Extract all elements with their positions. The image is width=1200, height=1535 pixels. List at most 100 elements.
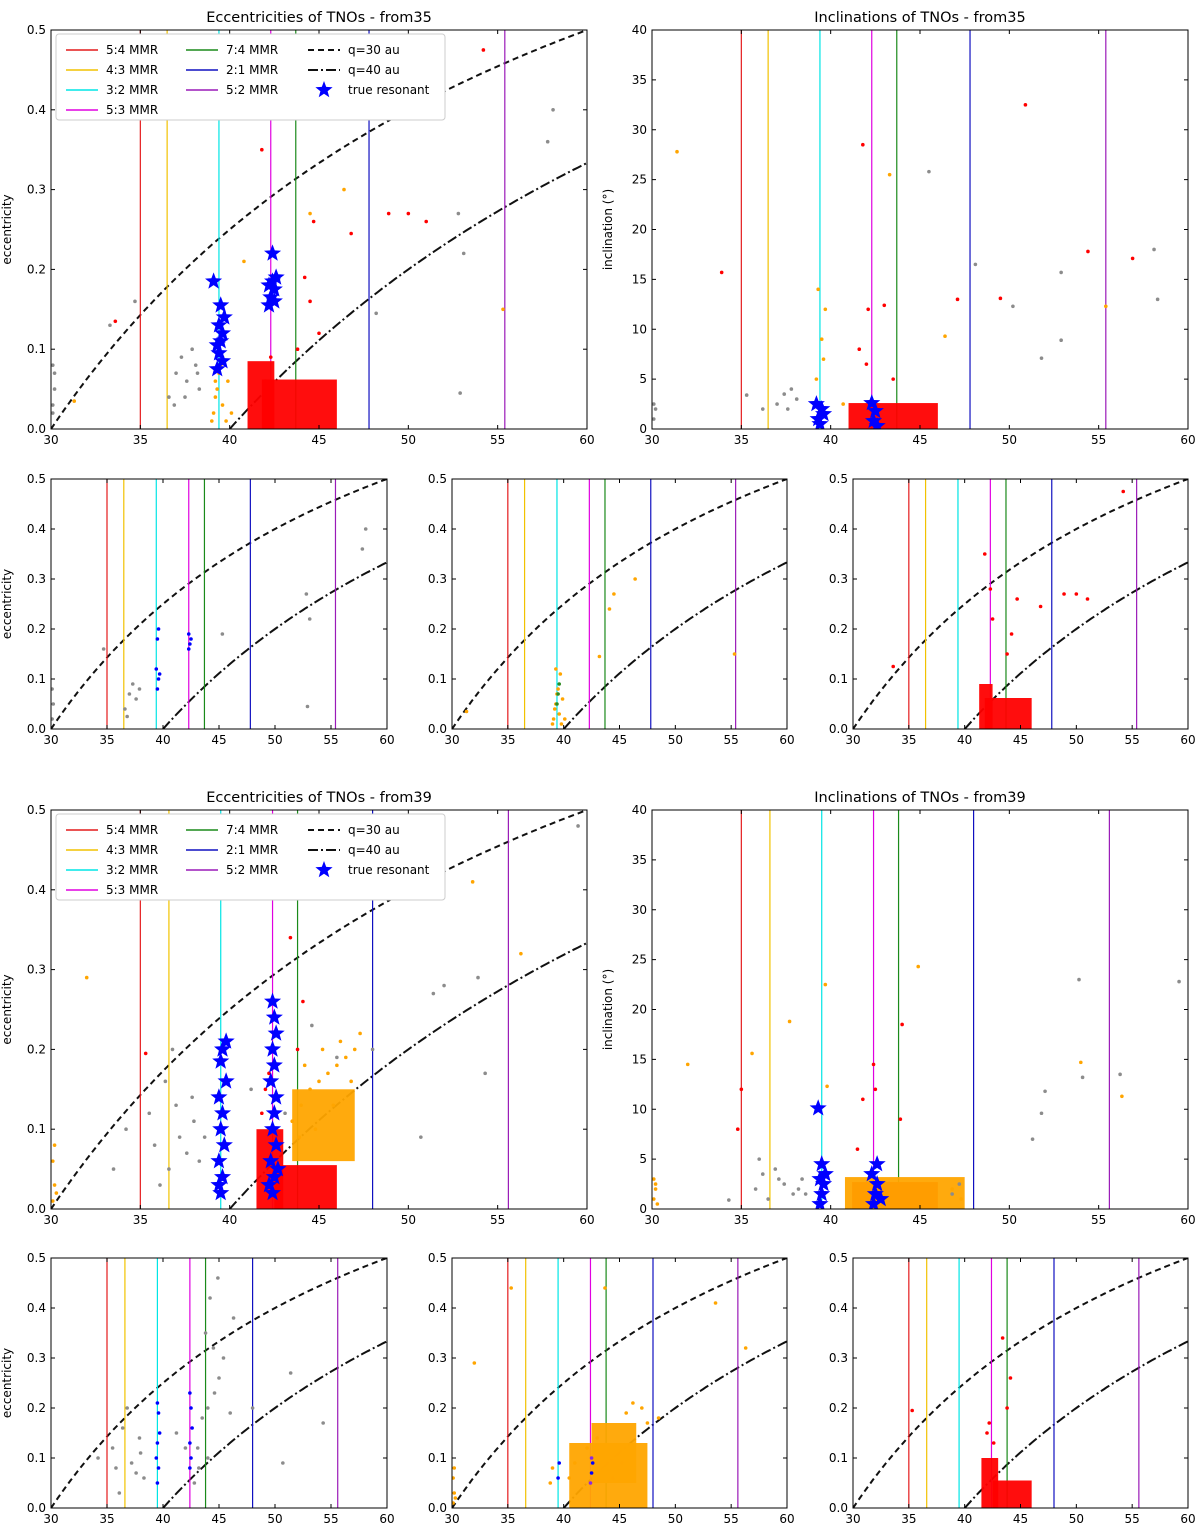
scatter-point xyxy=(1059,338,1063,343)
scatter-point xyxy=(603,1286,607,1290)
q40-curve xyxy=(963,1340,1188,1508)
y-tick-label: 0.4 xyxy=(27,103,46,117)
x-tick-label: 50 xyxy=(401,1213,416,1227)
y-tick-label: 0.2 xyxy=(27,262,46,276)
scatter-point xyxy=(555,702,559,706)
scatter-point xyxy=(1130,256,1135,261)
scatter-point xyxy=(208,1296,212,1300)
scatter-point xyxy=(188,1391,192,1395)
scatter-point xyxy=(988,587,993,591)
scatter-point xyxy=(228,1411,232,1415)
chart-ecc35_b: 30 35 40 45 50 55 60 0.0 0.1 0.2 0.3 0.4 0.5 xyxy=(428,472,795,747)
scatter-point xyxy=(1155,297,1160,302)
x-tick-label: 35 xyxy=(901,1512,916,1526)
scatter-point xyxy=(816,287,820,292)
x-tick-label: 30 xyxy=(644,433,659,447)
scatter-point xyxy=(713,1301,718,1305)
scatter-point xyxy=(155,1441,160,1445)
y-tick-label: 0.1 xyxy=(428,672,447,686)
scatter-point xyxy=(887,172,892,177)
y-tick-label: 0.5 xyxy=(428,1251,447,1265)
resonant-star xyxy=(264,1120,282,1137)
scatter-point xyxy=(645,1421,650,1425)
scatter-point xyxy=(177,1135,182,1139)
scatter-point xyxy=(557,712,561,716)
chart-ecc39_c: 30 35 40 45 50 55 60 0.0 0.1 0.2 0.3 0.4 0.5 xyxy=(829,1251,1196,1526)
scatter-point xyxy=(431,991,436,996)
resonant-star xyxy=(813,1185,831,1202)
dense-cluster xyxy=(292,1089,355,1162)
legend-label: 2:1 MMR xyxy=(226,843,278,857)
scatter-point xyxy=(54,1191,59,1195)
resonant-star xyxy=(866,402,884,419)
scatter-point xyxy=(458,391,462,395)
scatter-point xyxy=(590,1461,595,1465)
scatter-point xyxy=(250,1406,255,1410)
scatter-point xyxy=(242,259,246,264)
y-tick-label: 25 xyxy=(632,953,647,967)
scatter-point xyxy=(224,419,228,423)
scatter-point xyxy=(370,1047,375,1052)
scatter-point xyxy=(189,1406,193,1410)
scatter-point xyxy=(156,1466,161,1470)
scatter-point xyxy=(782,392,787,396)
scatter-point xyxy=(861,1097,865,1102)
chart-title: Inclinations of TNOs - from35 xyxy=(814,10,1025,26)
scatter-point xyxy=(156,627,161,631)
y-tick-label: 0.1 xyxy=(27,1451,46,1465)
resonant-star xyxy=(265,292,283,309)
x-tick-label: 55 xyxy=(323,733,338,747)
scatter-point xyxy=(652,1197,656,1201)
legend-label: true resonant xyxy=(348,83,430,97)
scatter-point xyxy=(597,654,602,659)
y-tick-label: 40 xyxy=(632,23,647,37)
scatter-point xyxy=(174,1103,178,1108)
scatter-point xyxy=(1009,632,1014,636)
y-tick-label: 0.2 xyxy=(829,1401,848,1415)
scatter-point xyxy=(882,303,887,308)
scatter-point xyxy=(72,399,77,403)
scatter-point xyxy=(158,1183,162,1187)
scatter-point xyxy=(675,149,679,154)
scatter-point xyxy=(1118,1072,1122,1077)
scatter-point xyxy=(760,407,765,411)
legend-label: 5:2 MMR xyxy=(226,863,278,877)
x-tick-label: 45 xyxy=(912,433,927,447)
x-tick-label: 60 xyxy=(579,1213,594,1227)
resonant-star xyxy=(807,395,825,412)
y-tick-label: 20 xyxy=(632,223,647,237)
scatter-point xyxy=(1085,597,1090,601)
scatter-point xyxy=(172,403,177,407)
scatter-point xyxy=(335,1063,339,1068)
x-tick-label: 45 xyxy=(211,733,226,747)
dense-cluster xyxy=(844,1177,965,1209)
scatter-point xyxy=(973,262,978,267)
scatter-point xyxy=(841,402,845,406)
resonant-star xyxy=(816,1165,834,1182)
y-tick-label: 0.5 xyxy=(27,472,46,486)
resonant-star xyxy=(265,280,283,297)
scatter-point xyxy=(143,1051,148,1056)
scatter-point xyxy=(310,1023,314,1028)
y-tick-label: 0.1 xyxy=(27,342,46,356)
resonant-star xyxy=(212,1052,230,1069)
scatter-point xyxy=(295,347,300,352)
resonant-star xyxy=(813,1155,831,1172)
scatter-point xyxy=(267,1071,271,1076)
y-tick-label: 0.1 xyxy=(27,672,46,686)
scatter-point xyxy=(51,363,55,367)
scatter-point xyxy=(1152,247,1156,252)
x-tick-label: 35 xyxy=(133,1213,148,1227)
y-tick-label: 20 xyxy=(632,1003,647,1017)
x-tick-label: 40 xyxy=(155,1512,170,1526)
scatter-point xyxy=(573,1461,577,1465)
scatter-point xyxy=(551,717,556,721)
scatter-point xyxy=(556,692,560,696)
scatter-point xyxy=(188,1441,192,1445)
scatter-point xyxy=(554,667,558,671)
x-tick-label: 35 xyxy=(500,733,515,747)
scatter-point xyxy=(873,1087,878,1092)
scatter-point xyxy=(360,547,365,551)
y-tick-label: 0.2 xyxy=(27,622,46,636)
chart-ecc39_b: 30 35 40 45 50 55 60 0.0 0.1 0.2 0.3 0.4 0.5 xyxy=(428,1251,795,1526)
